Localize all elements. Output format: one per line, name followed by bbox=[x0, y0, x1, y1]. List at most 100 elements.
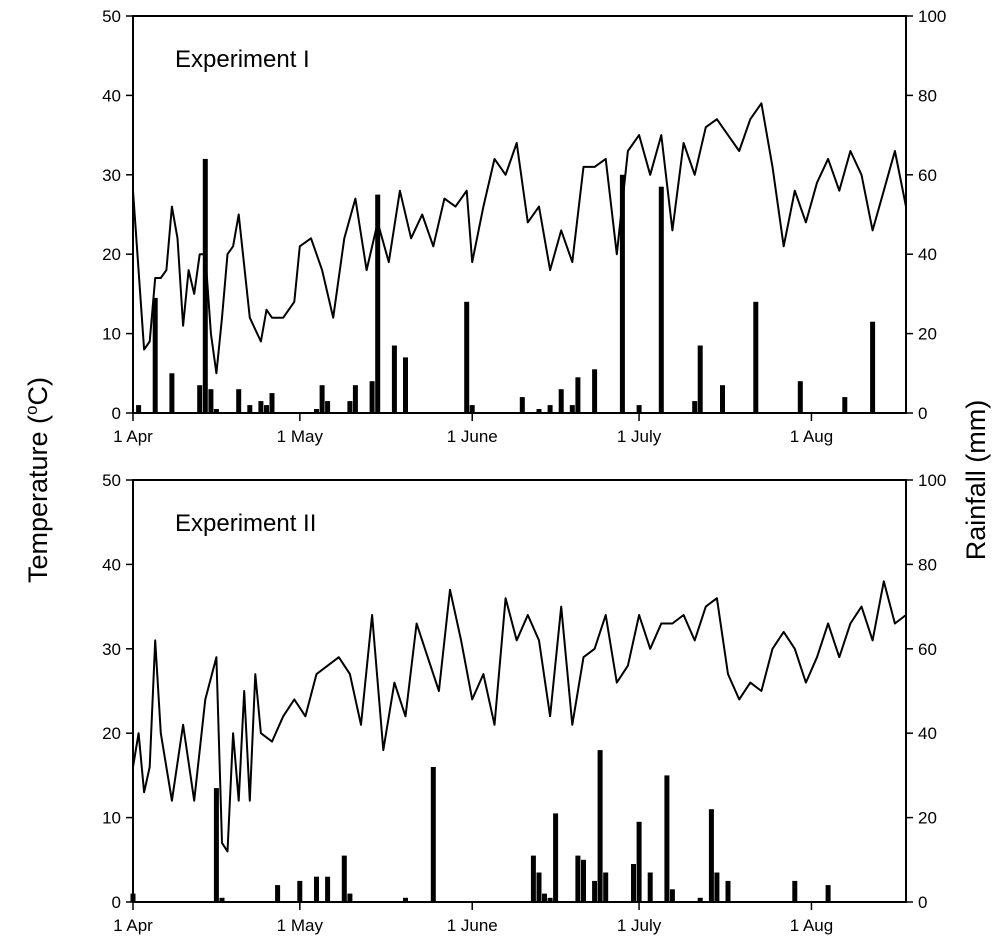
rainfall-bar bbox=[720, 385, 725, 413]
rainfall-bar bbox=[825, 885, 831, 902]
rainfall-bar bbox=[369, 381, 375, 413]
rainfall-bar bbox=[347, 893, 353, 902]
rainfall-bar bbox=[269, 393, 275, 413]
rainfall-bar bbox=[697, 345, 703, 413]
rainfall-bar bbox=[708, 809, 714, 902]
temperature-line bbox=[132, 102, 907, 375]
rainfall-bar bbox=[391, 345, 397, 413]
rainfall-bar bbox=[236, 389, 242, 413]
rainfall-bar bbox=[430, 767, 436, 902]
rainfall-bar bbox=[197, 385, 203, 413]
rainfall-bar bbox=[692, 401, 698, 413]
y-right-tick-label: 60 bbox=[918, 640, 937, 659]
panel-title: Experiment II bbox=[175, 510, 316, 537]
rainfall-bar bbox=[530, 855, 536, 902]
rainfall-bar bbox=[347, 401, 353, 413]
rainfall-bar bbox=[264, 405, 269, 413]
rainfall-bar bbox=[553, 813, 559, 902]
panel-title: Experiment I bbox=[175, 46, 310, 73]
y-left-tick-label: 0 bbox=[112, 404, 121, 423]
x-tick-label: 1 July bbox=[617, 427, 662, 446]
rainfall-bar bbox=[669, 889, 675, 902]
rainfall-bar bbox=[536, 872, 542, 902]
x-tick-label: 1 May bbox=[277, 427, 324, 446]
rainfall-bar bbox=[275, 885, 281, 902]
x-tick-label: 1 June bbox=[447, 916, 498, 935]
plot-frame bbox=[132, 479, 907, 903]
y-axis-title-rainfall: Rainfall (mm) bbox=[961, 400, 991, 561]
y-right-tick-label: 60 bbox=[918, 166, 937, 185]
rainfall-bar bbox=[325, 876, 331, 902]
y-left-tick-label: 30 bbox=[102, 166, 121, 185]
rainfall-bar bbox=[870, 321, 876, 413]
temperature-line bbox=[132, 580, 907, 853]
rainfall-bar bbox=[325, 401, 331, 413]
rainfall-bar bbox=[547, 405, 553, 413]
rainfall-bar bbox=[597, 750, 603, 902]
rainfall-bar bbox=[375, 194, 381, 413]
plot-frame bbox=[132, 15, 907, 414]
rainfall-bar bbox=[631, 864, 636, 902]
y-right-tick-label: 0 bbox=[918, 404, 927, 423]
rainfall-bar bbox=[636, 821, 642, 902]
rainfall-bar bbox=[547, 897, 553, 902]
x-tick-label: 1 May bbox=[277, 916, 324, 935]
rainfall-bar bbox=[319, 385, 325, 413]
rainfall-bar bbox=[575, 855, 581, 902]
rainfall-bar bbox=[464, 301, 470, 413]
rainfall-bar bbox=[592, 369, 598, 413]
y-left-tick-label: 10 bbox=[102, 325, 121, 344]
y-right-tick-label: 0 bbox=[918, 893, 927, 912]
rainfall-bar bbox=[664, 775, 670, 902]
y-right-tick-label: 100 bbox=[918, 7, 946, 26]
x-tick-label: 1 Apr bbox=[113, 427, 153, 446]
rainfall-bar bbox=[202, 158, 208, 413]
rainfall-bar bbox=[714, 872, 720, 902]
panel-experiment-2: 0 10 20 30 40 50 0 20 40 60 80 100 1 Apr 1 May 1 June 1… bbox=[102, 471, 946, 935]
rainfall-bar bbox=[797, 381, 803, 413]
rainfall-bar bbox=[603, 872, 609, 902]
x-tick-label: 1 Apr bbox=[113, 916, 153, 935]
y-left-tick-label: 50 bbox=[102, 7, 121, 26]
y-axis-title-temperature: Temperature (oC) bbox=[22, 377, 53, 583]
rainfall-bar bbox=[569, 405, 575, 413]
rainfall-bar bbox=[842, 397, 848, 413]
rainfall-bar bbox=[136, 405, 142, 413]
rainfall-bar bbox=[658, 186, 664, 413]
rainfall-bar bbox=[792, 880, 798, 902]
rainfall-bar bbox=[169, 373, 175, 413]
rainfall-bar bbox=[558, 389, 564, 413]
rainfall-bar bbox=[152, 297, 158, 413]
rainfall-bar bbox=[213, 409, 219, 413]
rainfall-bar bbox=[581, 859, 586, 902]
y-left-tick-label: 40 bbox=[102, 86, 121, 105]
rainfall-bar bbox=[130, 893, 136, 902]
y-left-tick-label: 0 bbox=[112, 893, 121, 912]
rainfall-bar bbox=[647, 872, 653, 902]
rainfall-bar bbox=[314, 409, 319, 413]
rainfall-bar bbox=[697, 897, 703, 902]
rainfall-bar bbox=[314, 876, 319, 902]
rainfall-bar bbox=[341, 855, 347, 902]
panel-experiment-1: 0 10 20 30 40 50 0 20 40 60 80 100 1 Apr 1 May 1 June 1… bbox=[102, 7, 946, 446]
y-left-tick-label: 20 bbox=[102, 724, 121, 743]
y-right-tick-label: 100 bbox=[918, 471, 946, 490]
rainfall-bar bbox=[536, 409, 542, 413]
rainfall-bar bbox=[725, 880, 731, 902]
x-tick-label: 1 June bbox=[447, 427, 498, 446]
rainfall-bar bbox=[636, 405, 642, 413]
rainfall-bar bbox=[519, 397, 525, 413]
rainfall-bar bbox=[592, 880, 598, 902]
rainfall-bar bbox=[247, 405, 253, 413]
y-left-tick-label: 40 bbox=[102, 555, 121, 574]
y-right-tick-label: 80 bbox=[918, 86, 937, 105]
rainfall-bar bbox=[352, 385, 358, 413]
y-left-tick-label: 20 bbox=[102, 245, 121, 264]
y-right-tick-label: 40 bbox=[918, 724, 937, 743]
y-right-tick-label: 20 bbox=[918, 809, 937, 828]
y-left-tick-label: 10 bbox=[102, 809, 121, 828]
y-right-tick-label: 40 bbox=[918, 245, 937, 264]
x-tick-label: 1 Aug bbox=[790, 916, 834, 935]
rainfall-bar bbox=[619, 174, 625, 413]
